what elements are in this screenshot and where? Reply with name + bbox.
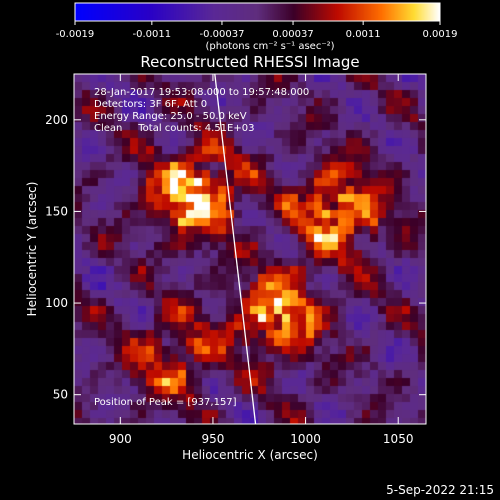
x-axis-ticks: 900 950 1000 1050: [109, 74, 414, 446]
y-axis-ticks: 50 100 150 200: [45, 113, 426, 402]
annotation-peak-position: Position of Peak = [937,157]: [94, 397, 237, 408]
footer-timestamp: 5-Sep-2022 21:15: [386, 483, 494, 497]
chart-title: Reconstructed RHESSI Image: [140, 53, 359, 71]
y-tick-label: 200: [45, 113, 68, 127]
x-axis-label: Heliocentric X (arcsec): [182, 448, 318, 462]
colorbar-tick-label: -0.0019: [56, 29, 95, 40]
y-tick-label: 100: [45, 296, 68, 310]
annotation-time-range: 28-Jan-2017 19:53:08.000 to 19:57:48.000: [94, 87, 310, 98]
colorbar-frame: [74, 2, 441, 22]
y-tick-label: 150: [45, 204, 68, 218]
x-tick-label: 900: [109, 432, 132, 446]
colorbar-tick-label: 0.0019: [423, 29, 458, 40]
heatmap-image: [74, 74, 426, 424]
annotation-clean-counts: Clean Total counts: 4.51E+03: [94, 123, 255, 134]
x-tick-label: 1000: [290, 432, 321, 446]
x-tick-label: 950: [201, 432, 224, 446]
colorbar-tick-label: 0.00037: [272, 29, 313, 40]
colorbar-tick-label: -0.0011: [133, 29, 172, 40]
colorbar-ticks: -0.0019 -0.0011 -0.00037 0.00037 0.0011 0.001…: [56, 21, 458, 40]
plot-frame: [73, 73, 427, 425]
x-tick-label: 1050: [383, 432, 414, 446]
solar-limb-line: [214, 73, 257, 425]
y-tick-label: 50: [53, 388, 68, 402]
colorbar-tick-label: 0.0011: [346, 29, 381, 40]
annotation-detectors: Detectors: 3F 6F, Att 0: [94, 99, 208, 110]
y-axis-label: Heliocentric Y (arcsec): [25, 182, 39, 317]
colorbar-gradient: [75, 3, 440, 21]
colorbar-tick-label: -0.00037: [199, 29, 244, 40]
annotation-energy-range: Energy Range: 25.0 - 50.0 keV: [94, 111, 247, 122]
colorbar-units-label: (photons cm⁻² s⁻¹ asec⁻²): [205, 41, 334, 52]
